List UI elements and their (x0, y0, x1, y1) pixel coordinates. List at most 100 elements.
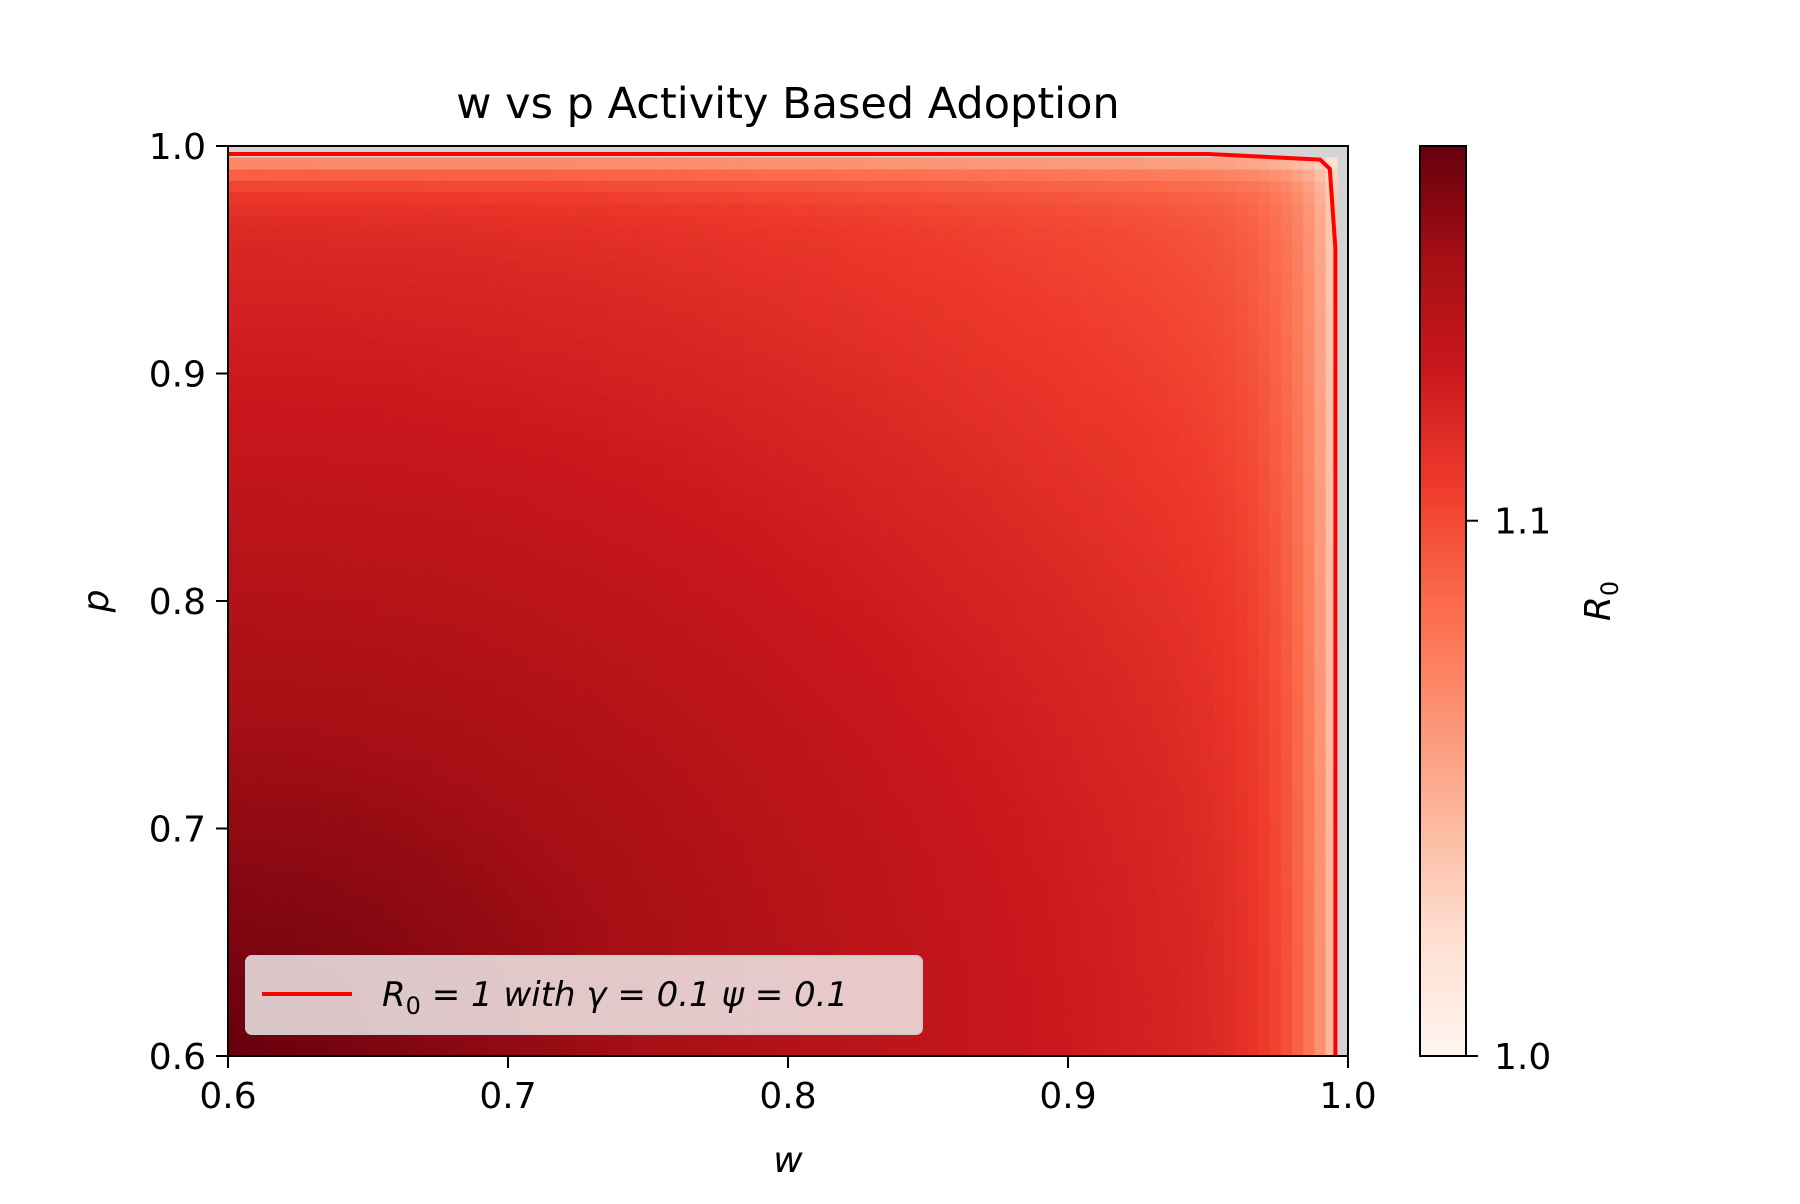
heatmap-cell (821, 305, 834, 318)
heatmap-cell (866, 441, 879, 454)
heatmap-cell (228, 305, 240, 318)
heatmap-cell (552, 202, 565, 216)
heatmap-cell (698, 157, 711, 170)
heatmap-cell (900, 635, 912, 648)
heatmap-cell (900, 316, 912, 329)
heatmap-cell (284, 942, 296, 955)
heatmap-cell (306, 271, 319, 284)
heatmap-cell (664, 396, 677, 409)
heatmap-cell (284, 566, 296, 580)
heatmap-cell (496, 498, 509, 511)
heatmap-cell (351, 555, 364, 568)
heatmap-cell (575, 896, 588, 909)
heatmap-cell (440, 771, 453, 784)
heatmap-cell (261, 748, 274, 762)
heatmap-cell (597, 714, 610, 727)
heatmap-cell (676, 532, 688, 545)
heatmap-cell (340, 612, 352, 625)
heatmap-cell (776, 908, 789, 921)
heatmap-cell (620, 316, 632, 329)
heatmap-cell (384, 726, 397, 739)
heatmap-cell (530, 930, 543, 944)
heatmap-cell (496, 612, 509, 625)
heatmap-cell (832, 259, 845, 272)
heatmap-cell (698, 328, 711, 341)
heatmap-cell (575, 373, 588, 386)
heatmap-cell (362, 862, 375, 875)
heatmap-cell (810, 635, 823, 648)
heatmap-cell (911, 271, 924, 284)
heatmap-cell (575, 646, 588, 659)
heatmap-cell (429, 407, 442, 420)
heatmap-cell (810, 521, 823, 534)
heatmap-cell (698, 282, 711, 295)
heatmap-cell (306, 737, 319, 750)
heatmap-cell (676, 669, 688, 682)
heatmap-cell (709, 805, 722, 818)
heatmap-cell (620, 646, 632, 659)
heatmap-cell (317, 692, 330, 705)
heatmap-cell (754, 794, 767, 807)
heatmap-cell (440, 760, 453, 773)
heatmap-cell (541, 851, 554, 864)
heatmap-cell (463, 441, 476, 454)
heatmap-cell (541, 578, 554, 591)
heatmap-cell (552, 168, 565, 181)
heatmap-cell (575, 328, 588, 341)
heatmap-cell (653, 692, 666, 705)
heatmap-cell (552, 430, 565, 443)
heatmap-cell (732, 726, 744, 739)
heatmap-cell (508, 225, 520, 238)
heatmap-cell (709, 601, 722, 614)
heatmap-cell (407, 373, 420, 386)
heatmap-cell (474, 214, 487, 227)
heatmap-cell (698, 885, 711, 898)
heatmap-cell (463, 566, 476, 580)
heatmap-cell (900, 328, 912, 341)
heatmap-cell (855, 282, 868, 295)
heatmap-cell (933, 908, 946, 921)
heatmap-cell (463, 692, 476, 705)
heatmap-cell (687, 544, 700, 557)
heatmap-cell (407, 874, 420, 887)
heatmap-cell (519, 851, 532, 864)
heatmap-cell (317, 726, 330, 739)
heatmap-cell (720, 544, 733, 557)
heatmap-cell (508, 930, 520, 944)
heatmap-cell (239, 760, 252, 773)
heatmap-cell (933, 999, 946, 1012)
heatmap-cell (508, 305, 520, 318)
heatmap-cell (440, 908, 453, 921)
heatmap-cell (396, 680, 408, 693)
heatmap-cell (788, 464, 800, 477)
heatmap-cell (440, 487, 453, 500)
heatmap-cell (575, 771, 588, 784)
heatmap-cell (776, 623, 789, 636)
heatmap-cell (720, 475, 733, 489)
heatmap-cell (788, 419, 800, 432)
heatmap-cell (676, 271, 688, 284)
heatmap-cell (608, 760, 621, 773)
heatmap-cell (620, 248, 632, 261)
heatmap-cell (642, 578, 655, 591)
heatmap-cell (877, 180, 890, 193)
heatmap-cell (340, 794, 352, 807)
heatmap-cell (384, 453, 397, 466)
heatmap-cell (720, 464, 733, 477)
heatmap-cell (586, 350, 599, 363)
heatmap-cell (530, 896, 543, 909)
heatmap-cell (284, 771, 296, 784)
heatmap-cell (519, 282, 532, 295)
heatmap-cell (351, 760, 364, 773)
heatmap-cell (541, 794, 554, 807)
heatmap-cell (295, 805, 308, 818)
heatmap-cell (508, 350, 520, 363)
heatmap-cell (844, 316, 856, 329)
heatmap-cell (855, 578, 868, 591)
heatmap-cell (664, 942, 677, 955)
heatmap-cell (765, 589, 778, 602)
heatmap-cell (351, 851, 364, 864)
heatmap-cell (810, 396, 823, 409)
heatmap-cell (855, 419, 868, 432)
heatmap-cell (586, 362, 599, 375)
